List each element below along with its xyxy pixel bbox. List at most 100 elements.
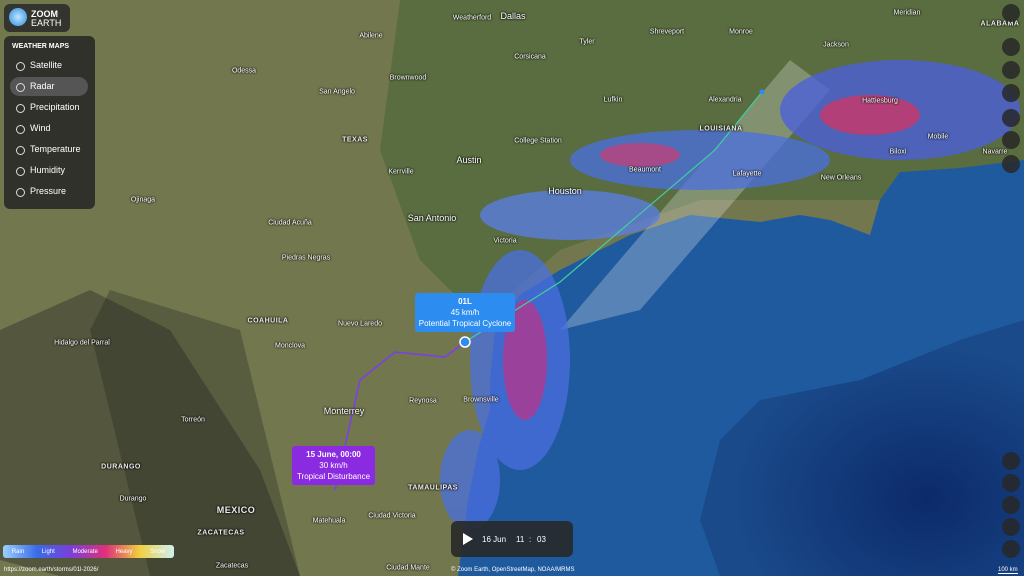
legend-item: Heavy <box>115 548 133 555</box>
menu-label: Temperature <box>30 144 81 154</box>
map-label: Lafayette <box>732 170 762 178</box>
map-label: San Antonio <box>407 213 457 223</box>
map-label: Victoria <box>493 237 517 245</box>
scale: 100 km <box>998 567 1018 574</box>
more-button[interactable] <box>1002 496 1020 514</box>
hour[interactable]: 11 <box>516 535 525 544</box>
map-label: Corsicana <box>514 53 546 61</box>
map-label: Zacatecas <box>215 562 249 570</box>
map-label: Kerrville <box>388 168 414 176</box>
measure-button[interactable] <box>1002 109 1020 127</box>
map-label: Austin <box>456 155 482 165</box>
map-label: Monclova <box>275 342 305 350</box>
map-label: Hidalgo del Parral <box>54 339 110 347</box>
zoom-out[interactable] <box>1002 540 1020 558</box>
menu-item[interactable]: Humidity <box>10 161 88 180</box>
map-label: College Station <box>514 137 562 145</box>
storm-wind: 45 km/h <box>450 308 480 317</box>
map-label: San Angelo <box>319 88 355 96</box>
date[interactable]: 16 Jun <box>482 535 507 544</box>
menu-label: Satellite <box>30 60 63 70</box>
sidebar-title: WEATHER MAPS <box>12 43 70 50</box>
storm-id: 01L <box>458 297 472 306</box>
logo-text: ZOOM <box>31 9 58 19</box>
region-label: MEXICO <box>216 505 256 515</box>
legend-item: Light <box>41 548 55 555</box>
menu-label: Wind <box>30 123 51 133</box>
legend-item: Rain <box>11 548 25 555</box>
map-label: Ciudad Victoria <box>368 512 416 520</box>
legend-item: Snow <box>150 548 166 555</box>
credits: © Zoom Earth, OpenStreetMap, NOAA/MRMS <box>451 567 575 573</box>
url: https://zoom.earth/storms/01l-2026/ <box>4 567 99 573</box>
map-label: Mobile <box>927 133 949 141</box>
map-label: Piedras Negras <box>281 254 331 262</box>
map-label: Jackson <box>823 41 849 49</box>
map-label: Dallas <box>500 11 526 21</box>
map-label: Shreveport <box>649 28 685 36</box>
map-label: Houston <box>548 186 582 196</box>
map-label: Nuevo Laredo <box>338 320 382 328</box>
region-label: LOUISIANA <box>699 125 743 133</box>
layers-button[interactable] <box>1002 131 1020 149</box>
map-label: Tyler <box>579 38 595 46</box>
map-label: Ciudad Mante <box>386 564 430 572</box>
map-label: Odessa <box>231 67 257 75</box>
region-label: TAMAULIPAS <box>408 484 458 492</box>
map-label: Navarre <box>982 148 1008 156</box>
minute[interactable]: 03 <box>537 535 546 544</box>
time-control: 16 Jun 11 : 03 <box>451 521 573 557</box>
settings-button[interactable] <box>1002 38 1020 56</box>
region-label: ZACATECAS <box>197 529 245 537</box>
map-label: Alexandria <box>708 96 742 104</box>
menu-label: Precipitation <box>30 102 80 112</box>
storm-label[interactable]: 01L 45 km/h Potential Tropical Cyclone <box>415 293 515 332</box>
logo-text: EARTH <box>31 18 62 28</box>
wind-button[interactable] <box>1002 474 1020 492</box>
map-label: Meridian <box>893 9 921 17</box>
region-label: TEXAS <box>342 136 368 144</box>
storm-time: 15 June, 00:00 <box>306 450 361 459</box>
locate-button[interactable] <box>1002 155 1020 173</box>
menu-label: Pressure <box>30 186 67 196</box>
map-label: Ciudad Acuña <box>268 219 312 227</box>
logo[interactable]: ZOOM EARTH <box>4 4 70 32</box>
share-button[interactable] <box>1002 84 1020 102</box>
map-label: Abilene <box>359 32 383 40</box>
menu-item[interactable]: Pressure <box>10 182 88 201</box>
map-label: Monroe <box>729 28 753 36</box>
map-label: Brownwood <box>389 74 427 82</box>
map-label: New Orleans <box>820 174 862 182</box>
map-label: Ojinaga <box>130 196 156 204</box>
menu-item[interactable]: Wind <box>10 119 88 138</box>
storm-past-label[interactable]: 15 June, 00:00 30 km/h Tropical Disturba… <box>292 446 375 485</box>
region-label: COAHUILA <box>247 317 289 325</box>
info-button[interactable] <box>1002 61 1020 79</box>
search-button[interactable] <box>1002 4 1020 22</box>
map-label: Weatherford <box>452 14 492 22</box>
storm-button[interactable] <box>1002 452 1020 470</box>
storm-status: Tropical Disturbance <box>296 472 371 481</box>
menu-item[interactable]: Precipitation <box>10 98 88 117</box>
play-button[interactable] <box>461 532 475 546</box>
menu-item[interactable]: Temperature <box>10 140 88 159</box>
map-label: Torreón <box>181 416 205 424</box>
region-label: DURANGO <box>101 463 141 471</box>
legend: Rain Light Moderate Heavy Snow <box>3 545 174 558</box>
region-label: ALABAMA <box>980 20 1020 28</box>
zoom-in[interactable] <box>1002 518 1020 536</box>
map-label: Reynosa <box>409 397 437 405</box>
map-label: Hattiesburg <box>862 97 898 105</box>
sidebar: WEATHER MAPS Satellite Radar Precipitati… <box>4 36 95 209</box>
map-label: Brownsville <box>463 396 499 404</box>
map-label: Biloxi <box>889 148 907 156</box>
storm-status: Potential Tropical Cyclone <box>418 319 512 328</box>
menu-item[interactable]: Satellite <box>10 56 88 75</box>
map-label: Lufkin <box>603 96 623 104</box>
map-label: Beaumont <box>629 166 661 174</box>
map-label: Matehuala <box>312 517 346 525</box>
menu-item[interactable]: Radar <box>10 77 88 96</box>
map-label: Monterrey <box>323 406 365 416</box>
legend-item: Moderate <box>72 548 98 555</box>
